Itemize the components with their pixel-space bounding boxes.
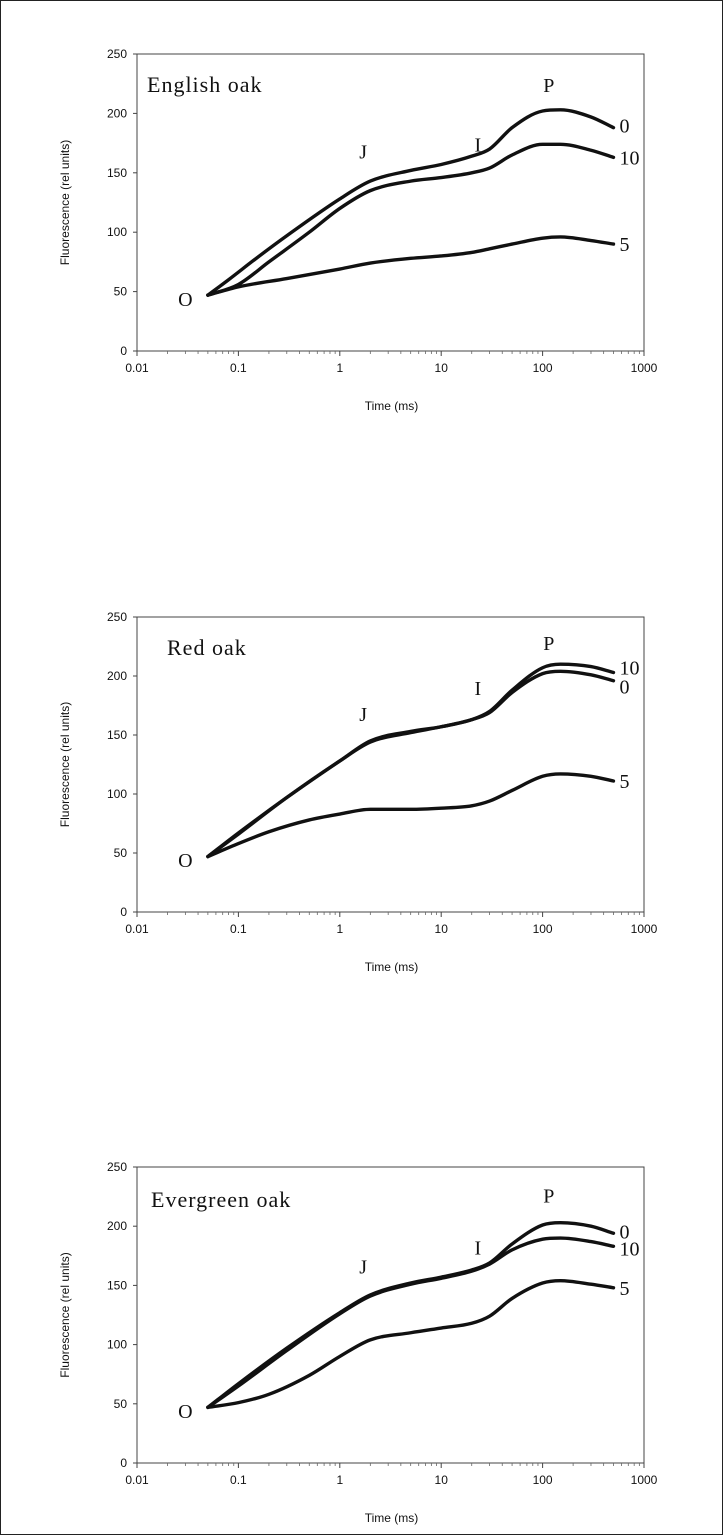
point-label-J: J bbox=[359, 1257, 367, 1279]
point-label-J: J bbox=[359, 142, 367, 164]
x-tick-label: 1000 bbox=[631, 361, 658, 375]
point-label-P: P bbox=[543, 633, 554, 655]
y-tick-label: 50 bbox=[114, 846, 128, 860]
series-end-label-10: 10 bbox=[619, 657, 639, 679]
y-tick-label: 0 bbox=[120, 1456, 127, 1470]
plot-area-border bbox=[136, 1166, 645, 1464]
x-tick-label: 10 bbox=[435, 1473, 449, 1487]
y-axis-title: Fluorescence (rel units) bbox=[58, 702, 72, 827]
x-tick-label: 100 bbox=[533, 922, 553, 936]
y-tick-label: 150 bbox=[107, 728, 127, 742]
point-label-O: O bbox=[178, 1401, 192, 1423]
series-end-label-5: 5 bbox=[619, 234, 629, 256]
y-tick-label: 250 bbox=[107, 1160, 127, 1174]
x-tick-label: 0.01 bbox=[125, 361, 149, 375]
x-tick-label: 1 bbox=[336, 1473, 343, 1487]
x-axis-title: Time (ms) bbox=[365, 399, 419, 413]
series-line-5 bbox=[206, 1278, 616, 1410]
panel-title: Evergreen oak bbox=[151, 1187, 291, 1212]
series-end-label-0: 0 bbox=[619, 677, 629, 699]
plot-area-border bbox=[136, 616, 645, 913]
series-line-0 bbox=[206, 108, 616, 297]
panel-title: English oak bbox=[147, 72, 263, 97]
series-end-label-5: 5 bbox=[619, 771, 629, 793]
y-tick-label: 200 bbox=[107, 106, 127, 120]
x-tick-label: 0.1 bbox=[230, 1473, 247, 1487]
series-line-0 bbox=[206, 1220, 616, 1410]
y-tick-label: 200 bbox=[107, 669, 127, 683]
point-label-J: J bbox=[359, 704, 367, 726]
y-tick-label: 200 bbox=[107, 1219, 127, 1233]
panel-title: Red oak bbox=[167, 635, 247, 660]
point-label-O: O bbox=[178, 289, 192, 311]
y-tick-label: 150 bbox=[107, 1278, 127, 1292]
series-end-label-0: 0 bbox=[619, 116, 629, 138]
x-axis-title: Time (ms) bbox=[365, 960, 419, 974]
x-axis-title: Time (ms) bbox=[365, 1511, 419, 1525]
series-line-10 bbox=[206, 1236, 616, 1410]
x-tick-label: 0.1 bbox=[230, 361, 247, 375]
y-tick-label: 250 bbox=[107, 610, 127, 624]
y-tick-label: 100 bbox=[107, 787, 127, 801]
y-tick-label: 250 bbox=[107, 47, 127, 61]
x-tick-label: 0.1 bbox=[230, 922, 247, 936]
y-tick-label: 100 bbox=[107, 1338, 127, 1352]
series-line-0 bbox=[206, 669, 616, 859]
series-line-10 bbox=[206, 142, 616, 297]
y-tick-label: 100 bbox=[107, 225, 127, 239]
point-label-I: I bbox=[475, 1238, 482, 1260]
plot-area-border bbox=[136, 53, 645, 352]
x-tick-label: 100 bbox=[533, 1473, 553, 1487]
y-tick-label: 0 bbox=[120, 905, 127, 919]
x-tick-label: 10 bbox=[435, 922, 449, 936]
series-end-label-10: 10 bbox=[619, 147, 639, 169]
x-tick-label: 100 bbox=[533, 361, 553, 375]
series-end-label-10: 10 bbox=[619, 1238, 639, 1260]
y-axis-title: Fluorescence (rel units) bbox=[58, 140, 72, 265]
point-label-O: O bbox=[178, 850, 192, 872]
x-tick-label: 1 bbox=[336, 361, 343, 375]
series-end-label-5: 5 bbox=[619, 1278, 629, 1300]
point-label-P: P bbox=[543, 75, 554, 97]
y-tick-label: 0 bbox=[120, 344, 127, 358]
y-axis-title: Fluorescence (rel units) bbox=[58, 1252, 72, 1377]
x-tick-label: 1000 bbox=[631, 1473, 658, 1487]
x-tick-label: 0.01 bbox=[125, 922, 149, 936]
point-label-P: P bbox=[543, 1186, 554, 1208]
series-line-5 bbox=[206, 235, 616, 297]
y-tick-label: 50 bbox=[114, 1397, 128, 1411]
x-tick-label: 1000 bbox=[631, 922, 658, 936]
x-tick-label: 10 bbox=[435, 361, 449, 375]
y-tick-label: 50 bbox=[114, 285, 128, 299]
y-tick-label: 150 bbox=[107, 166, 127, 180]
point-label-I: I bbox=[475, 678, 482, 700]
point-label-I: I bbox=[475, 134, 482, 156]
series-line-5 bbox=[206, 772, 616, 859]
x-tick-label: 1 bbox=[336, 922, 343, 936]
x-tick-label: 0.01 bbox=[125, 1473, 149, 1487]
series-end-label-0: 0 bbox=[619, 1221, 629, 1243]
series-line-10 bbox=[206, 662, 616, 859]
